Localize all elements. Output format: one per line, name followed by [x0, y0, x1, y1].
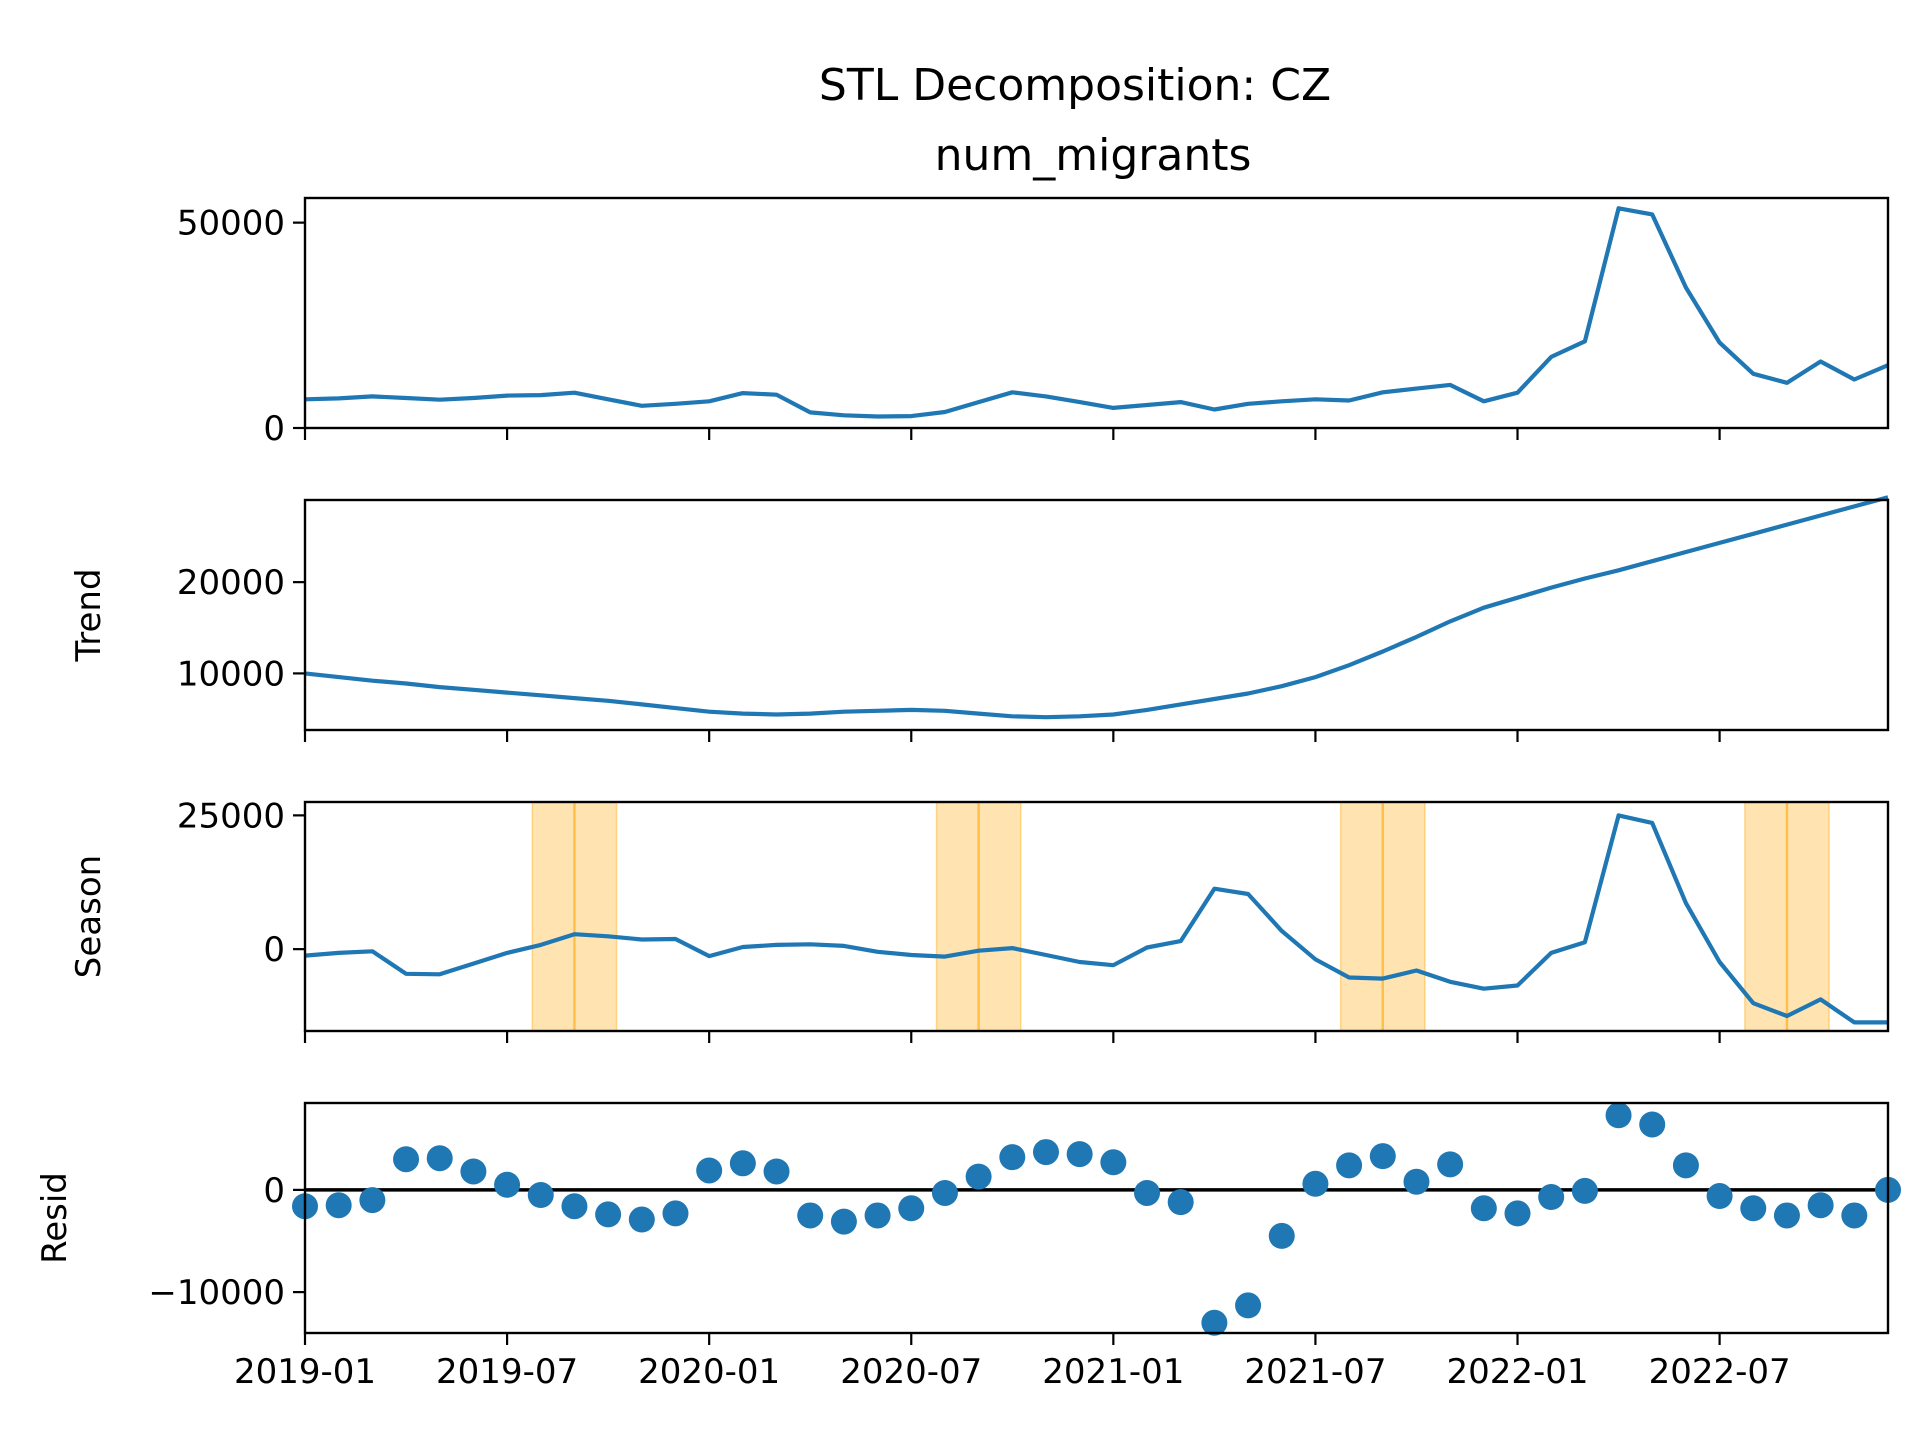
resid-point: [1134, 1179, 1161, 1206]
resid-point: [729, 1150, 756, 1177]
chart-title: STL Decomposition: CZ: [819, 60, 1331, 111]
resid-point: [1336, 1152, 1363, 1179]
trend-ytick-label: 10000: [177, 654, 285, 694]
resid-point: [1740, 1195, 1767, 1222]
resid-point: [1538, 1184, 1565, 1211]
xtick-label: 2019-01: [234, 1352, 376, 1392]
trend-line: [304, 495, 1889, 720]
xtick-label: 2021-07: [1244, 1352, 1386, 1392]
resid-ytick-label: −10000: [148, 1273, 285, 1313]
resid-point: [393, 1146, 420, 1173]
resid-point: [830, 1208, 857, 1235]
trend-axes-frame: [303, 498, 1890, 732]
resid-point: [662, 1200, 689, 1227]
resid-point: [1672, 1152, 1699, 1179]
resid-point: [1369, 1143, 1396, 1170]
trend-ytick-label: 20000: [177, 563, 285, 603]
resid-point: [1437, 1151, 1464, 1178]
season-ylabel: Season: [69, 855, 109, 978]
resid-point: [1470, 1195, 1497, 1222]
resid-point: [1032, 1139, 1059, 1166]
resid-point: [561, 1193, 588, 1220]
resid-point: [1235, 1292, 1262, 1319]
resid-point: [931, 1179, 958, 1206]
resid-point: [595, 1201, 622, 1228]
resid-point: [999, 1144, 1026, 1171]
resid-point: [527, 1182, 554, 1208]
resid-point: [426, 1145, 453, 1172]
resid-point: [1807, 1192, 1834, 1219]
resid-point: [1841, 1202, 1868, 1229]
resid-point: [1167, 1189, 1194, 1216]
xtick-label: 2022-07: [1649, 1352, 1791, 1392]
resid-point: [1302, 1170, 1329, 1197]
xtick-label: 2020-07: [840, 1352, 982, 1392]
season-ytick-label: 0: [263, 930, 285, 970]
resid-point: [1605, 1102, 1632, 1129]
resid-point: [1268, 1222, 1295, 1249]
resid-ylabel: Resid: [35, 1172, 75, 1264]
xtick-label: 2022-01: [1446, 1352, 1588, 1392]
season-axes-frame: [303, 800, 1890, 1033]
resid-point: [1201, 1309, 1228, 1336]
season-ytick-label: 25000: [177, 796, 285, 836]
resid-point: [1504, 1200, 1531, 1227]
resid-point: [1403, 1168, 1430, 1195]
observed-ytick-label: 0: [263, 409, 285, 449]
resid-point: [1571, 1177, 1598, 1204]
resid-point: [1639, 1111, 1666, 1138]
chart-subtitle: num_migrants: [935, 130, 1252, 181]
resid-point: [696, 1157, 723, 1184]
resid-point: [797, 1202, 824, 1229]
xtick-label: 2019-07: [436, 1352, 578, 1392]
xtick-label: 2020-01: [638, 1352, 780, 1392]
resid-point: [460, 1158, 487, 1185]
resid-point: [864, 1202, 891, 1229]
resid-ytick-label: 0: [263, 1171, 285, 1211]
resid-point: [763, 1158, 790, 1185]
observed-axes-frame: [303, 196, 1890, 430]
resid-point: [1066, 1141, 1093, 1168]
resid-point: [494, 1171, 521, 1198]
trend-ylabel: Trend: [69, 568, 109, 662]
xtick-label: 2021-01: [1042, 1352, 1184, 1392]
resid-point: [965, 1163, 992, 1190]
resid-point: [628, 1206, 655, 1233]
resid-point: [1706, 1183, 1733, 1210]
observed-ytick-label: 50000: [177, 204, 285, 244]
observed-line: [304, 206, 1889, 419]
resid-point: [359, 1187, 386, 1214]
resid-point: [1100, 1149, 1127, 1176]
season-line: [304, 813, 1888, 1025]
resid-axes-frame: [303, 1101, 1890, 1335]
resid-point: [898, 1195, 925, 1222]
resid-point: [1773, 1202, 1800, 1229]
resid-point: [325, 1192, 352, 1219]
